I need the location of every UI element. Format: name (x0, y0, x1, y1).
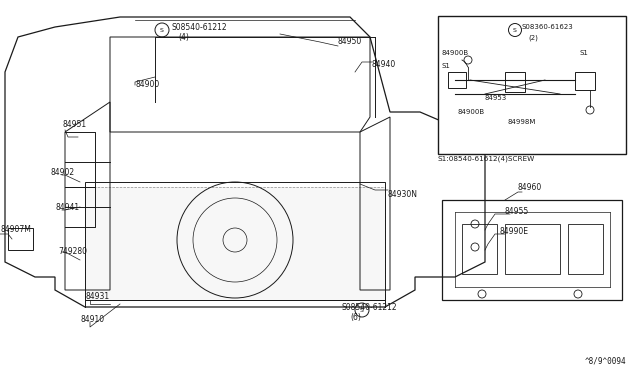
Text: 84930N: 84930N (388, 190, 418, 199)
Text: 84900B: 84900B (442, 50, 469, 56)
Text: 84951: 84951 (62, 120, 86, 129)
Text: S08540-61212: S08540-61212 (172, 23, 228, 32)
Text: 84950: 84950 (338, 37, 362, 46)
Text: 84955: 84955 (505, 207, 529, 216)
Text: (4): (4) (178, 33, 189, 42)
Bar (8, 228, 33, 250)
Text: 84940: 84940 (372, 60, 396, 69)
Bar (438, 16, 626, 154)
Text: S1: S1 (442, 63, 451, 69)
Text: 84941: 84941 (55, 203, 79, 212)
Text: 84907M: 84907M (0, 225, 31, 234)
Text: 84998M: 84998M (508, 119, 536, 125)
Text: S1: S1 (580, 50, 589, 56)
Text: 84910: 84910 (80, 315, 104, 324)
Text: 84931: 84931 (85, 292, 109, 301)
Text: 84900B: 84900B (458, 109, 485, 115)
Text: (6): (6) (350, 313, 361, 322)
Polygon shape (85, 187, 385, 300)
Text: 84960: 84960 (518, 183, 542, 192)
Text: S: S (513, 28, 517, 32)
Bar (462, 224, 497, 274)
Bar (575, 72, 595, 90)
Bar (568, 224, 603, 274)
Text: S1:08540-61612(4)SCREW: S1:08540-61612(4)SCREW (438, 155, 535, 161)
Text: S: S (160, 28, 164, 32)
Bar (448, 72, 466, 88)
Text: 749280: 749280 (58, 247, 87, 256)
Text: S: S (360, 308, 364, 312)
Bar (505, 72, 525, 92)
Text: S08540-61212: S08540-61212 (342, 303, 397, 312)
Text: 84902: 84902 (50, 168, 74, 177)
Text: 84990E: 84990E (500, 227, 529, 236)
Bar (505, 224, 560, 274)
Text: 84900: 84900 (135, 80, 159, 89)
Text: (2): (2) (528, 34, 538, 41)
Text: ^8/9^0094: ^8/9^0094 (585, 357, 627, 366)
Text: S08360-61623: S08360-61623 (522, 24, 573, 30)
Text: 84953: 84953 (485, 95, 508, 101)
